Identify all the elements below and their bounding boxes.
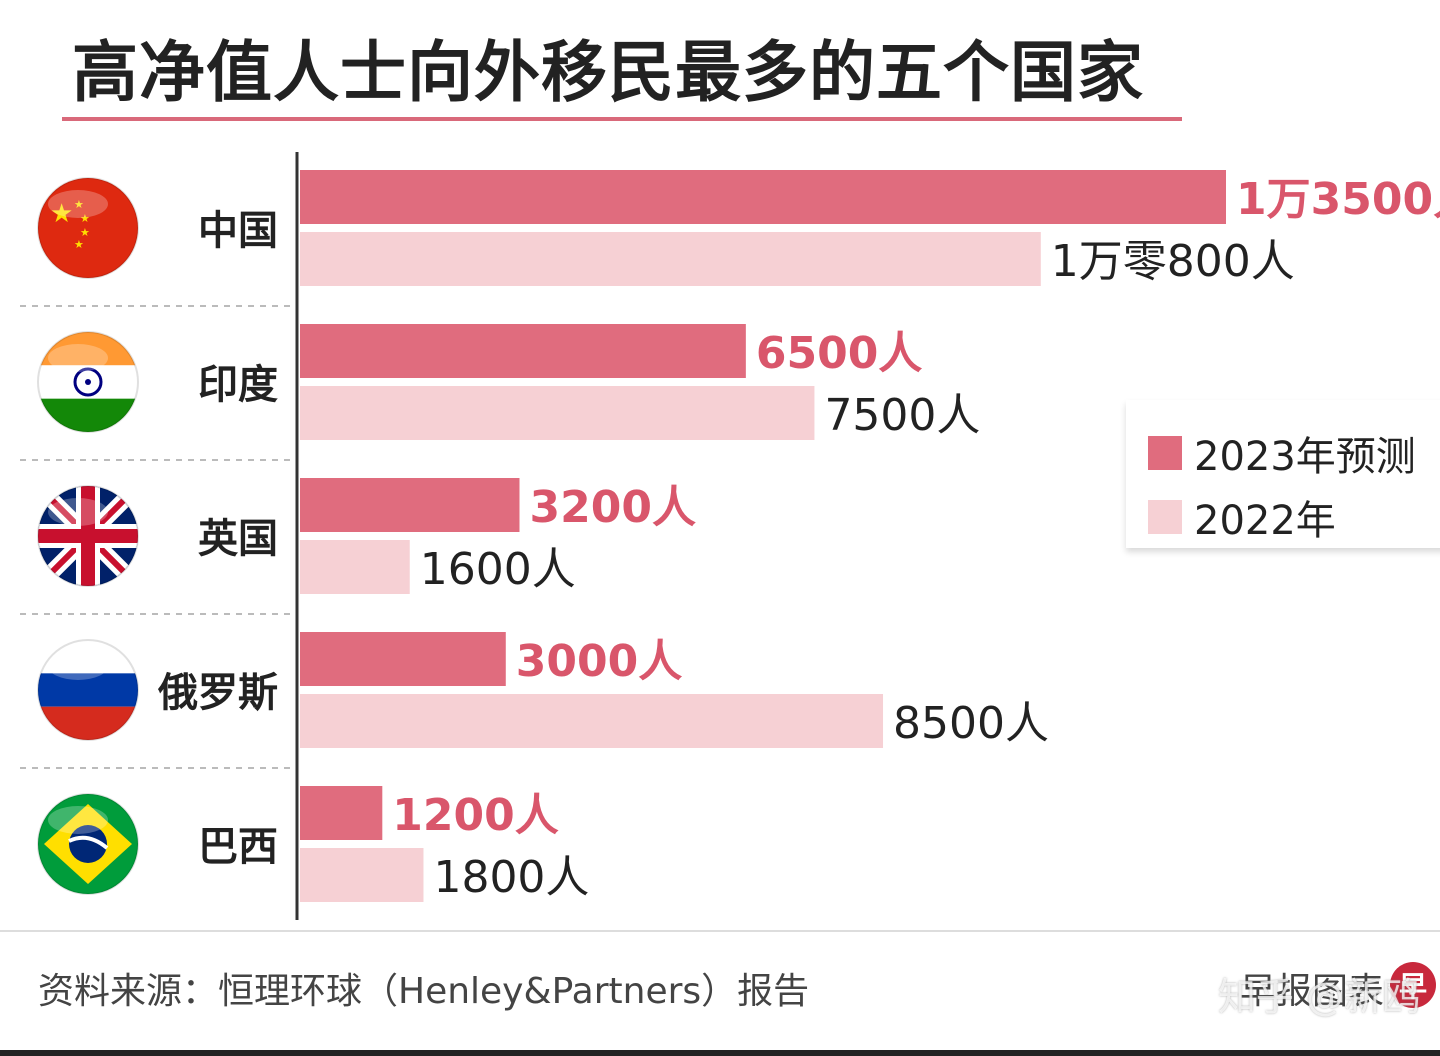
svg-text:★: ★ <box>80 212 90 225</box>
china-flag-icon: ★★★★★ <box>37 177 139 279</box>
chart-title: 高净值人士向外移民最多的五个国家 <box>72 34 1144 111</box>
bar-2022 <box>300 694 884 748</box>
legend-swatch-2022 <box>1148 500 1182 534</box>
legend-swatch-2023 <box>1148 436 1182 470</box>
india-flag-icon <box>37 331 139 433</box>
brazil-flag-icon <box>37 793 139 895</box>
bar-2022 <box>300 848 424 902</box>
bar-chart: 中国★★★★★1万3500人1万零800人印度6500人7500人英国3200人… <box>20 152 1440 920</box>
uk-flag-icon <box>37 485 139 587</box>
svg-text:★: ★ <box>50 199 73 229</box>
bar-2023 <box>300 170 1226 224</box>
legend: 2023年预测 2022年 <box>1126 400 1440 548</box>
value-label-2022: 1800人 <box>433 852 589 903</box>
zaobao-logo: 早 <box>1390 962 1436 1008</box>
footer-divider <box>0 930 1440 932</box>
bar-2023 <box>300 324 746 378</box>
value-label-2023: 3200人 <box>529 482 695 533</box>
value-label-2023: 1万3500人 <box>1236 174 1440 225</box>
category-label: 中国 <box>198 208 278 254</box>
category-label: 印度 <box>198 362 278 408</box>
bar-2022 <box>300 540 410 594</box>
russia-flag-icon <box>37 639 139 741</box>
bar-2023 <box>300 786 383 840</box>
legend-item-2022: 2022年 <box>1148 488 1336 546</box>
bar-2023 <box>300 632 506 686</box>
category-label: 巴西 <box>198 824 278 870</box>
title-underline <box>62 117 1182 121</box>
svg-text:★: ★ <box>74 238 84 251</box>
category-label: 俄罗斯 <box>157 670 278 716</box>
value-label-2023: 3000人 <box>516 636 682 687</box>
value-label-2022: 1600人 <box>420 544 576 595</box>
legend-label-2022: 2022年 <box>1194 498 1336 544</box>
bottom-border <box>0 1050 1440 1056</box>
value-label-2023: 6500人 <box>756 328 922 379</box>
bar-2023 <box>300 478 520 532</box>
svg-text:★: ★ <box>74 198 84 211</box>
bar-2022 <box>300 232 1041 286</box>
value-label-2022: 1万零800人 <box>1051 236 1295 287</box>
watermark-text: 知乎 @新鸥 <box>1217 975 1420 1019</box>
legend-item-2023: 2023年预测 <box>1148 424 1416 482</box>
credit-text: 早报图表 <box>1239 971 1384 1012</box>
value-label-2022: 7500人 <box>824 390 980 441</box>
category-label: 英国 <box>198 516 278 562</box>
value-label-2022: 8500人 <box>893 698 1049 749</box>
svg-text:★: ★ <box>80 226 90 239</box>
legend-label-2023: 2023年预测 <box>1194 434 1416 480</box>
value-label-2023: 1200人 <box>392 790 558 841</box>
source-note: 资料来源：恒理环球（Henley&Partners）报告 <box>38 971 810 1012</box>
bar-2022 <box>300 386 815 440</box>
